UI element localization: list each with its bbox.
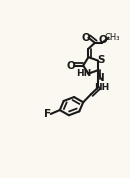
Text: O: O [98,35,107,45]
Text: CH₃: CH₃ [104,33,120,42]
Text: O: O [81,33,90,43]
Text: F: F [44,109,51,119]
Text: S: S [98,55,105,65]
Text: HN: HN [77,69,92,78]
Text: N: N [96,73,105,83]
Text: NH: NH [94,83,109,91]
Text: O: O [67,61,76,71]
